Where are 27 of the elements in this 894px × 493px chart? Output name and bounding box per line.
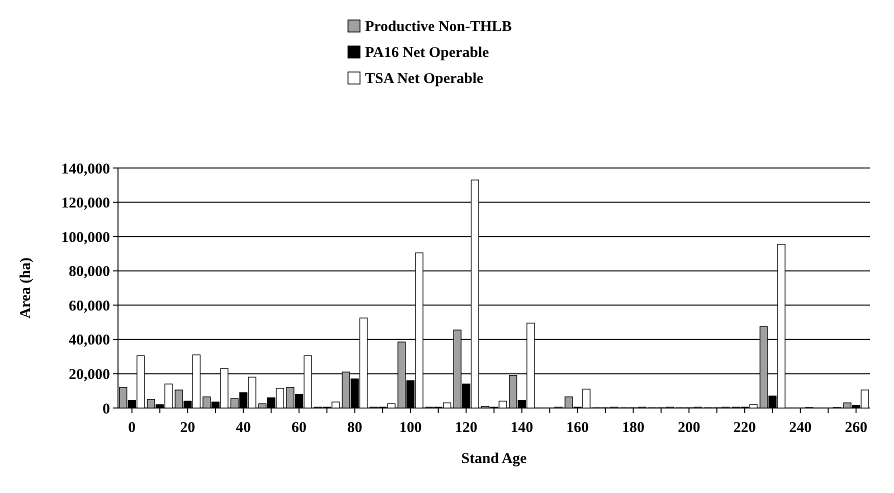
x-tick-label: 100 bbox=[399, 420, 422, 436]
x-tick-label: 240 bbox=[789, 420, 812, 436]
x-tick-label: 60 bbox=[292, 420, 307, 436]
legend-label: Productive Non-THLB bbox=[365, 19, 512, 35]
y-tick-label: 0 bbox=[102, 401, 110, 418]
y-tick-label: 20,000 bbox=[68, 366, 110, 383]
y-tick-label: 140,000 bbox=[61, 161, 110, 178]
legend-label: TSA Net Operable bbox=[365, 71, 484, 87]
x-tick-label: 40 bbox=[236, 420, 251, 436]
x-tick-label: 260 bbox=[844, 420, 868, 436]
x-tick-label: 180 bbox=[622, 420, 645, 436]
y-axis-title: Area (ha) bbox=[18, 258, 34, 318]
y-tick-label: 100,000 bbox=[61, 230, 110, 246]
x-axis-title: Stand Age bbox=[461, 451, 528, 467]
x-tick-label: 120 bbox=[454, 420, 478, 436]
y-tick-label: 40,000 bbox=[68, 332, 110, 349]
x-tick-label: 200 bbox=[678, 420, 700, 436]
y-tick-label: 80,000 bbox=[68, 264, 110, 280]
x-tick-label: 0 bbox=[128, 420, 136, 436]
x-tick-label: 140 bbox=[510, 420, 534, 436]
x-tick-label: 80 bbox=[347, 420, 362, 436]
y-tick-label: 60,000 bbox=[68, 298, 110, 314]
x-tick-label: 160 bbox=[566, 420, 589, 436]
legend-label: PA16 Net Operable bbox=[365, 45, 490, 61]
x-tick-label: 220 bbox=[733, 420, 756, 436]
y-tick-label: 120,000 bbox=[61, 196, 110, 212]
x-tick-label: 20 bbox=[180, 420, 196, 436]
